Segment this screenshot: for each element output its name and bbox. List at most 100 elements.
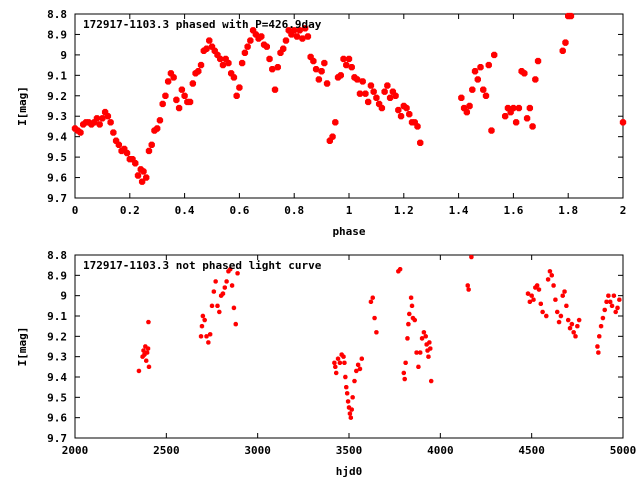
data-point (474, 76, 481, 83)
data-point (471, 68, 479, 75)
data-point (567, 12, 575, 20)
data-point (370, 88, 377, 95)
data-point (619, 119, 627, 126)
data-point (203, 45, 210, 52)
data-point (138, 178, 146, 185)
x-tick-label: 1 (346, 204, 353, 217)
x-tick-label: 3000 (244, 444, 271, 457)
x-tick-label: 0.2 (120, 204, 140, 217)
data-point (332, 119, 339, 126)
data-point (349, 407, 354, 412)
x-tick-label: 0.4 (175, 204, 195, 217)
y-tick-label: 9.6 (47, 412, 67, 425)
data-point (344, 384, 349, 390)
data-point (416, 364, 421, 370)
data-point (559, 47, 566, 54)
data-point (576, 317, 582, 323)
data-point (347, 411, 353, 416)
data-point (555, 309, 560, 315)
y-tick-label: 9.6 (47, 172, 67, 185)
data-point (407, 311, 412, 317)
data-point (538, 301, 543, 306)
data-point (510, 104, 517, 112)
data-point (230, 74, 238, 81)
data-point (421, 330, 427, 335)
y-tick-label: 9.5 (47, 151, 67, 164)
data-point (291, 27, 298, 34)
data-points (136, 254, 622, 420)
data-point (77, 129, 84, 136)
data-point (553, 297, 558, 302)
data-point (354, 76, 361, 83)
data-point (222, 285, 227, 290)
data-point (123, 149, 131, 157)
data-point (224, 279, 229, 284)
x-tick-label: 3500 (336, 444, 363, 457)
data-point (99, 115, 106, 122)
y-axis-label: I[mag] (16, 327, 29, 367)
x-tick-label: 1.8 (558, 204, 578, 217)
data-point (466, 102, 473, 110)
data-point (337, 72, 344, 79)
data-point (427, 340, 432, 345)
data-point (359, 356, 364, 361)
data-point (417, 139, 424, 146)
data-point (370, 295, 375, 300)
data-point (266, 55, 273, 63)
data-point (344, 391, 350, 396)
data-point (491, 51, 498, 59)
data-point (573, 334, 578, 339)
data-point (381, 88, 388, 95)
data-point (199, 323, 205, 329)
data-point (143, 174, 150, 181)
data-point (477, 63, 484, 71)
x-tick-label: 1.2 (394, 204, 414, 217)
data-point (611, 293, 617, 298)
data-point (217, 55, 224, 63)
data-point (241, 49, 249, 57)
data-point (146, 364, 152, 370)
data-point (458, 94, 465, 102)
data-point (345, 55, 353, 63)
y-tick-label: 9.4 (47, 131, 67, 144)
data-point (597, 334, 602, 339)
data-point (104, 113, 112, 120)
data-point (463, 108, 471, 116)
y-tick-label: 9.2 (47, 90, 67, 103)
data-point (359, 78, 366, 85)
data-point (367, 82, 375, 89)
data-point (195, 68, 202, 75)
y-tick-label: 9.7 (47, 432, 67, 445)
data-point (263, 43, 270, 50)
data-point (414, 123, 421, 130)
data-point (343, 374, 348, 380)
data-point (206, 37, 213, 44)
y-tick-label: 9.1 (47, 69, 67, 82)
data-point (334, 370, 339, 376)
y-tick-label: 8.8 (47, 249, 67, 262)
data-point (386, 94, 394, 102)
y-tick-label: 9.3 (47, 110, 67, 123)
x-tick-label: 0.8 (284, 204, 304, 217)
data-point (115, 141, 123, 149)
data-point (617, 297, 622, 302)
data-point (556, 319, 562, 325)
data-point (145, 346, 151, 351)
data-point (558, 313, 564, 319)
data-point (140, 168, 147, 175)
x-axis: 2000 2500 3000 3500 4000 4500 5000 (62, 255, 636, 457)
y-tick-label: 9.2 (47, 330, 67, 343)
data-point (110, 129, 117, 136)
data-point (202, 317, 207, 323)
phased-chart: 8.88.999.19.29.39.49.59.69.7 0 0.2 0.4 0.6 0… (16, 8, 626, 238)
data-point (412, 317, 417, 323)
y-tick-label: 9.3 (47, 351, 67, 364)
data-point (521, 70, 528, 77)
chart-title: 172917-1103.3 phased with P=426.9day (83, 18, 322, 31)
data-point (310, 57, 317, 65)
data-point (405, 336, 410, 341)
data-point (408, 295, 414, 300)
data-point (392, 92, 399, 99)
data-point (332, 360, 337, 365)
data-point (335, 356, 341, 361)
